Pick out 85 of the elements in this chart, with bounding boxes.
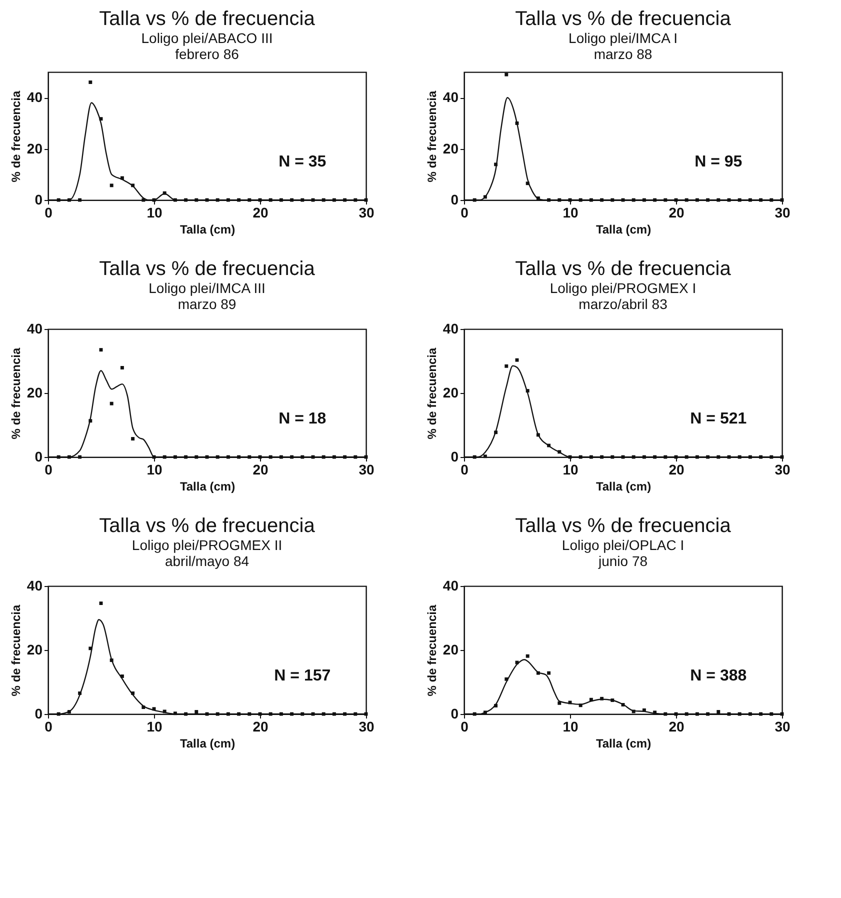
- x-tick-label: 0: [460, 718, 469, 734]
- y-tick-label: 20: [26, 642, 43, 658]
- annotation: N = 18: [278, 410, 326, 428]
- point: [504, 364, 508, 368]
- x-tick-label: 30: [358, 462, 374, 478]
- point: [547, 671, 551, 675]
- chart-title: Talla vs % de frecuencia: [99, 8, 316, 30]
- x-tick-label: 10: [562, 462, 578, 478]
- point: [194, 710, 198, 714]
- x-tick-label: 30: [774, 718, 790, 734]
- x-tick-label: 0: [460, 204, 469, 220]
- chart-title: Talla vs % de frecuencia: [99, 515, 316, 537]
- x-tick-label: 20: [668, 462, 684, 478]
- x-tick-label: 20: [668, 204, 684, 220]
- y-axis-title: % de frecuencia: [424, 90, 439, 182]
- chart-subtitle: Loligo plei/PROGMEX I marzo/abril 83: [550, 280, 696, 312]
- y-tick-label: 0: [450, 706, 459, 722]
- y-tick-label: 0: [450, 448, 459, 464]
- y-tick-label: 40: [26, 578, 43, 594]
- point: [88, 80, 92, 84]
- x-axis-title: Talla (cm): [596, 222, 652, 236]
- point: [120, 366, 124, 370]
- point: [110, 184, 114, 188]
- y-tick-label: 40: [26, 320, 43, 336]
- y-tick-label: 20: [442, 384, 459, 400]
- annotation: N = 388: [690, 668, 747, 685]
- x-tick-label: 10: [562, 718, 578, 734]
- point: [504, 72, 508, 76]
- x-tick-label: 30: [774, 462, 790, 478]
- annotation: N = 35: [278, 154, 326, 171]
- x-tick-label: 10: [562, 204, 578, 220]
- y-tick-label: 40: [26, 89, 43, 106]
- x-tick-label: 0: [44, 204, 53, 220]
- x-tick-label: 10: [146, 204, 162, 220]
- x-axis-title: Talla (cm): [180, 222, 236, 236]
- x-tick-label: 20: [252, 204, 268, 220]
- y-tick-label: 0: [34, 706, 43, 722]
- x-axis-title: Talla (cm): [596, 736, 652, 750]
- point: [131, 437, 135, 440]
- point: [110, 402, 114, 406]
- chart-title: Talla vs % de frecuencia: [99, 258, 316, 280]
- chart-subtitle: Loligo plei/OPLAC I junio 78: [562, 537, 684, 569]
- x-tick-label: 20: [252, 718, 268, 734]
- y-tick-label: 0: [450, 192, 459, 208]
- x-tick-label: 30: [358, 718, 374, 734]
- annotation: N = 157: [274, 668, 331, 685]
- y-tick-label: 40: [442, 578, 459, 594]
- x-tick-label: 30: [358, 204, 374, 220]
- x-tick-label: 20: [252, 462, 268, 478]
- y-axis-title: % de frecuencia: [424, 604, 439, 696]
- chart-subtitle: Loligo plei/PROGMEX II abril/mayo 84: [132, 537, 282, 569]
- x-tick-label: 30: [774, 204, 790, 220]
- y-tick-label: 40: [442, 320, 459, 336]
- x-tick-label: 20: [668, 718, 684, 734]
- x-axis-title: Talla (cm): [180, 480, 236, 494]
- x-axis-title: Talla (cm): [596, 480, 652, 494]
- x-tick-label: 10: [146, 718, 162, 734]
- point: [716, 710, 720, 714]
- annotation: N = 95: [694, 154, 742, 171]
- chart-title: Talla vs % de frecuencia: [515, 515, 732, 537]
- y-tick-label: 40: [442, 89, 459, 106]
- chart-title: Talla vs % de frecuencia: [515, 8, 732, 30]
- point: [526, 654, 530, 658]
- y-axis-title: % de frecuencia: [8, 347, 23, 440]
- chart-subtitle: Loligo plei/ABACO III febrero 86: [141, 30, 273, 62]
- point: [483, 454, 487, 458]
- y-tick-label: 20: [442, 642, 459, 658]
- x-tick-label: 0: [44, 462, 53, 478]
- y-tick-label: 0: [34, 448, 43, 464]
- y-tick-label: 0: [34, 192, 43, 208]
- y-tick-label: 20: [442, 140, 459, 156]
- y-axis-title: % de frecuencia: [8, 90, 23, 182]
- y-axis-title: % de frecuencia: [8, 604, 23, 696]
- annotation: N = 521: [690, 410, 747, 428]
- x-tick-label: 0: [460, 462, 469, 478]
- x-axis-title: Talla (cm): [180, 736, 236, 750]
- chart-subtitle: Loligo plei/IMCA I marzo 88: [568, 30, 678, 62]
- chart-title: Talla vs % de frecuencia: [515, 258, 732, 280]
- point: [558, 701, 562, 705]
- x-tick-label: 10: [146, 462, 162, 478]
- y-tick-label: 20: [26, 140, 43, 156]
- y-axis-title: % de frecuencia: [424, 347, 439, 440]
- y-tick-label: 20: [26, 384, 43, 400]
- chart-subtitle: Loligo plei/IMCA III marzo 89: [148, 280, 266, 312]
- x-tick-label: 0: [44, 718, 53, 734]
